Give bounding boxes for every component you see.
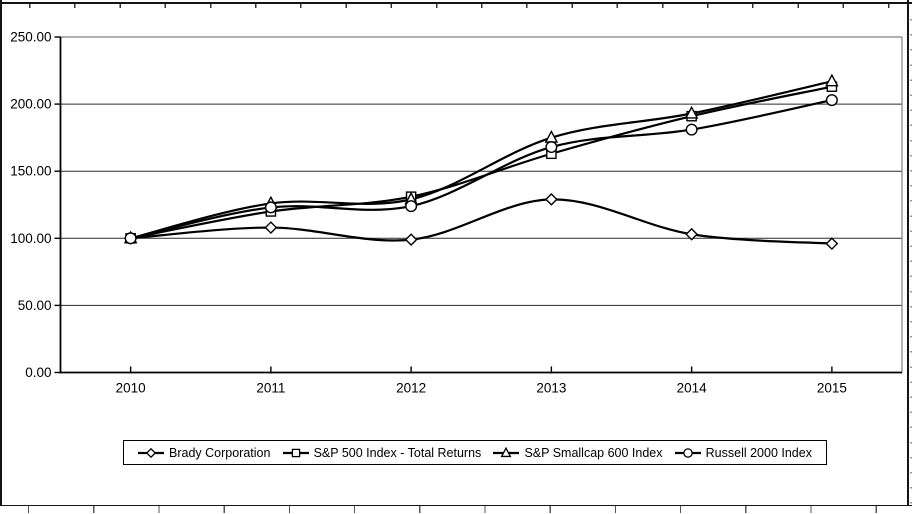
y-axis-label-150: 150.00: [10, 164, 51, 179]
top-border-tick-marks: [0, 3, 912, 8]
right-border-tick-marks: [909, 6, 912, 511]
data-point-brady-corporation-2015: [825, 237, 839, 251]
x-axis-label-2013: 2013: [536, 381, 566, 396]
series-line-s-p-500-index-total-returns: [129, 85, 833, 240]
legend-item-russell-2000-index: Russell 2000 Index: [674, 445, 812, 460]
x-axis-label-2014: 2014: [677, 381, 708, 396]
data-point-russell-2000-index-2013: [545, 141, 558, 154]
y-axis-label-50: 50.00: [18, 298, 52, 313]
data-point-russell-2000-index-2014: [685, 123, 698, 136]
data-point-brady-corporation-2011: [264, 221, 278, 234]
series-line-russell-2000-index: [129, 98, 833, 240]
legend-label-russell-2000-index: Russell 2000 Index: [705, 445, 812, 460]
data-point-russell-2000-index-2015: [825, 94, 838, 107]
bottom-rule-tick-marks: [0, 506, 912, 513]
y-axis-label-100: 100.00: [10, 231, 51, 246]
triangle-marker-icon: [493, 446, 520, 457]
data-point-brady-corporation-2014: [685, 227, 699, 241]
circle-marker-icon: [674, 447, 701, 458]
data-point-brady-corporation-2013: [544, 192, 558, 206]
legend-item-brady-corporation: Brady Corporation: [138, 446, 270, 460]
data-point-s-p-smallcap-600-index-2014: [684, 105, 699, 119]
image-right-border: [907, 0, 909, 506]
square-marker-icon: [282, 448, 309, 457]
series-line-s-p-smallcap-600-index: [129, 80, 833, 240]
legend-item-s-p-smallcap-600-index: S&P Smallcap 600 Index: [493, 445, 663, 460]
data-point-brady-corporation-2012: [404, 233, 418, 247]
x-axis-label-2015: 2015: [817, 381, 847, 396]
series-line-brady-corporation: [129, 198, 833, 245]
legend-label-brady-corporation: Brady Corporation: [169, 445, 271, 460]
y-axis-label-0: 0.00: [25, 365, 51, 380]
image-top-border: [0, 1, 912, 4]
image-left-border: [0, 0, 2, 506]
legend-label-s-p-500-index-total-returns: S&P 500 Index - Total Returns: [313, 445, 482, 460]
legend-label-s-p-smallcap-600-index: S&P Smallcap 600 Index: [524, 445, 663, 460]
data-point-russell-2000-index-2011: [264, 201, 277, 214]
legend-item-s-p-500-index-total-returns: S&P 500 Index - Total Returns: [282, 445, 482, 460]
image-bottom-rule: [0, 504, 912, 506]
x-axis-label-2010: 2010: [116, 381, 146, 396]
data-point-russell-2000-index-2012: [405, 200, 418, 213]
x-axis-label-2012: 2012: [396, 381, 426, 396]
x-axis-label-2011: 2011: [256, 381, 285, 396]
data-point-russell-2000-index-2010: [124, 232, 137, 245]
y-axis-label-250: 250.00: [10, 30, 51, 45]
y-axis-label-200: 200.00: [10, 97, 51, 112]
chart-legend: Brady Corporation S&P 500 Index - Total R…: [123, 440, 827, 465]
data-point-s-p-smallcap-600-index-2015: [825, 73, 839, 87]
diamond-marker-icon: [138, 447, 164, 458]
